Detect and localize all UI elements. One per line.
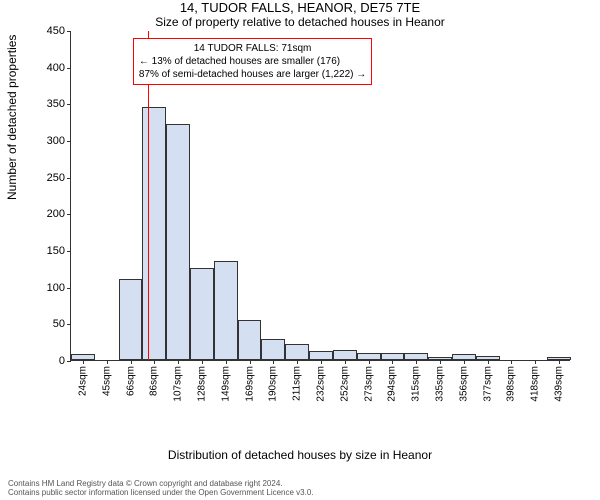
x-tick-label: 273sqm — [363, 366, 374, 402]
histogram-bar — [166, 124, 190, 360]
histogram-bar — [309, 351, 333, 360]
histogram-bar — [404, 353, 428, 360]
footer-attribution: Contains HM Land Registry data © Crown c… — [8, 479, 314, 498]
x-tick — [416, 360, 417, 364]
histogram-bar — [333, 350, 357, 360]
x-tick — [464, 360, 465, 364]
x-tick-label: 356sqm — [458, 366, 469, 402]
histogram-bar — [214, 261, 238, 360]
x-tick-label: 128sqm — [196, 366, 207, 402]
x-tick-label: 439sqm — [554, 366, 565, 402]
y-tick — [67, 68, 71, 69]
footer-line-1: Contains HM Land Registry data © Crown c… — [8, 479, 314, 489]
x-tick-label: 252sqm — [339, 366, 350, 402]
x-tick-label: 45sqm — [101, 366, 112, 396]
y-tick-label: 150 — [47, 245, 65, 257]
x-tick — [535, 360, 536, 364]
x-tick-label: 24sqm — [77, 366, 88, 396]
x-tick — [345, 360, 346, 364]
y-tick — [67, 104, 71, 105]
x-tick — [321, 360, 322, 364]
y-tick — [67, 288, 71, 289]
annotation-line: ← 13% of detached houses are smaller (17… — [139, 55, 366, 68]
x-tick-label: 149sqm — [220, 366, 231, 402]
histogram-bar — [119, 279, 143, 360]
x-tick-label: 398sqm — [506, 366, 517, 402]
y-tick-label: 300 — [47, 135, 65, 147]
x-axis-label: Distribution of detached houses by size … — [0, 448, 600, 462]
x-tick-label: 377sqm — [482, 366, 493, 402]
plot-area: 05010015020025030035040045024sqm45sqm66s… — [70, 31, 570, 361]
plot-outer: 05010015020025030035040045024sqm45sqm66s… — [60, 31, 578, 401]
y-tick-label: 0 — [59, 355, 65, 367]
histogram-bar — [357, 353, 381, 360]
x-tick — [488, 360, 489, 364]
y-axis-label: Number of detached properties — [5, 35, 19, 200]
y-tick-label: 400 — [47, 62, 65, 74]
y-tick — [67, 141, 71, 142]
x-tick — [559, 360, 560, 364]
x-tick — [131, 360, 132, 364]
x-tick — [369, 360, 370, 364]
x-tick-label: 169sqm — [244, 366, 255, 402]
y-tick-label: 50 — [53, 318, 65, 330]
chart-container: 14, TUDOR FALLS, HEANOR, DE75 7TE Size o… — [0, 0, 600, 500]
x-tick — [273, 360, 274, 364]
x-tick — [226, 360, 227, 364]
y-tick-label: 250 — [47, 172, 65, 184]
y-tick-label: 200 — [47, 208, 65, 220]
x-tick-label: 107sqm — [173, 366, 184, 402]
y-tick — [67, 31, 71, 32]
histogram-bar — [285, 344, 309, 360]
x-tick-label: 418sqm — [530, 366, 541, 402]
x-tick — [154, 360, 155, 364]
annotation-line: 87% of semi-detached houses are larger (… — [139, 68, 366, 81]
y-tick-label: 450 — [47, 25, 65, 37]
page-subtitle: Size of property relative to detached ho… — [0, 15, 600, 29]
x-tick-label: 232sqm — [316, 366, 327, 402]
y-tick-label: 100 — [47, 282, 65, 294]
x-tick-label: 315sqm — [411, 366, 422, 402]
histogram-bar — [381, 353, 405, 360]
x-tick-label: 190sqm — [268, 366, 279, 402]
annotation-box: 14 TUDOR FALLS: 71sqm← 13% of detached h… — [133, 38, 372, 85]
x-tick-label: 66sqm — [125, 366, 136, 396]
y-tick — [67, 214, 71, 215]
x-tick — [440, 360, 441, 364]
x-tick-label: 335sqm — [435, 366, 446, 402]
histogram-bar — [142, 107, 166, 360]
y-tick — [67, 324, 71, 325]
x-tick-label: 294sqm — [387, 366, 398, 402]
histogram-bar — [190, 268, 214, 360]
x-tick — [250, 360, 251, 364]
x-tick — [178, 360, 179, 364]
y-tick-label: 350 — [47, 98, 65, 110]
x-tick — [202, 360, 203, 364]
histogram-bar — [238, 320, 262, 360]
x-tick — [107, 360, 108, 364]
histogram-bar — [261, 339, 285, 360]
footer-line-2: Contains public sector information licen… — [8, 488, 314, 498]
x-tick — [297, 360, 298, 364]
x-tick — [511, 360, 512, 364]
y-tick — [67, 178, 71, 179]
x-tick-label: 211sqm — [292, 366, 303, 401]
x-tick — [392, 360, 393, 364]
x-tick-label: 86sqm — [149, 366, 160, 396]
y-tick — [67, 361, 71, 362]
page-title: 14, TUDOR FALLS, HEANOR, DE75 7TE — [0, 0, 600, 15]
x-tick — [83, 360, 84, 364]
y-tick — [67, 251, 71, 252]
annotation-line: 14 TUDOR FALLS: 71sqm — [139, 42, 366, 55]
